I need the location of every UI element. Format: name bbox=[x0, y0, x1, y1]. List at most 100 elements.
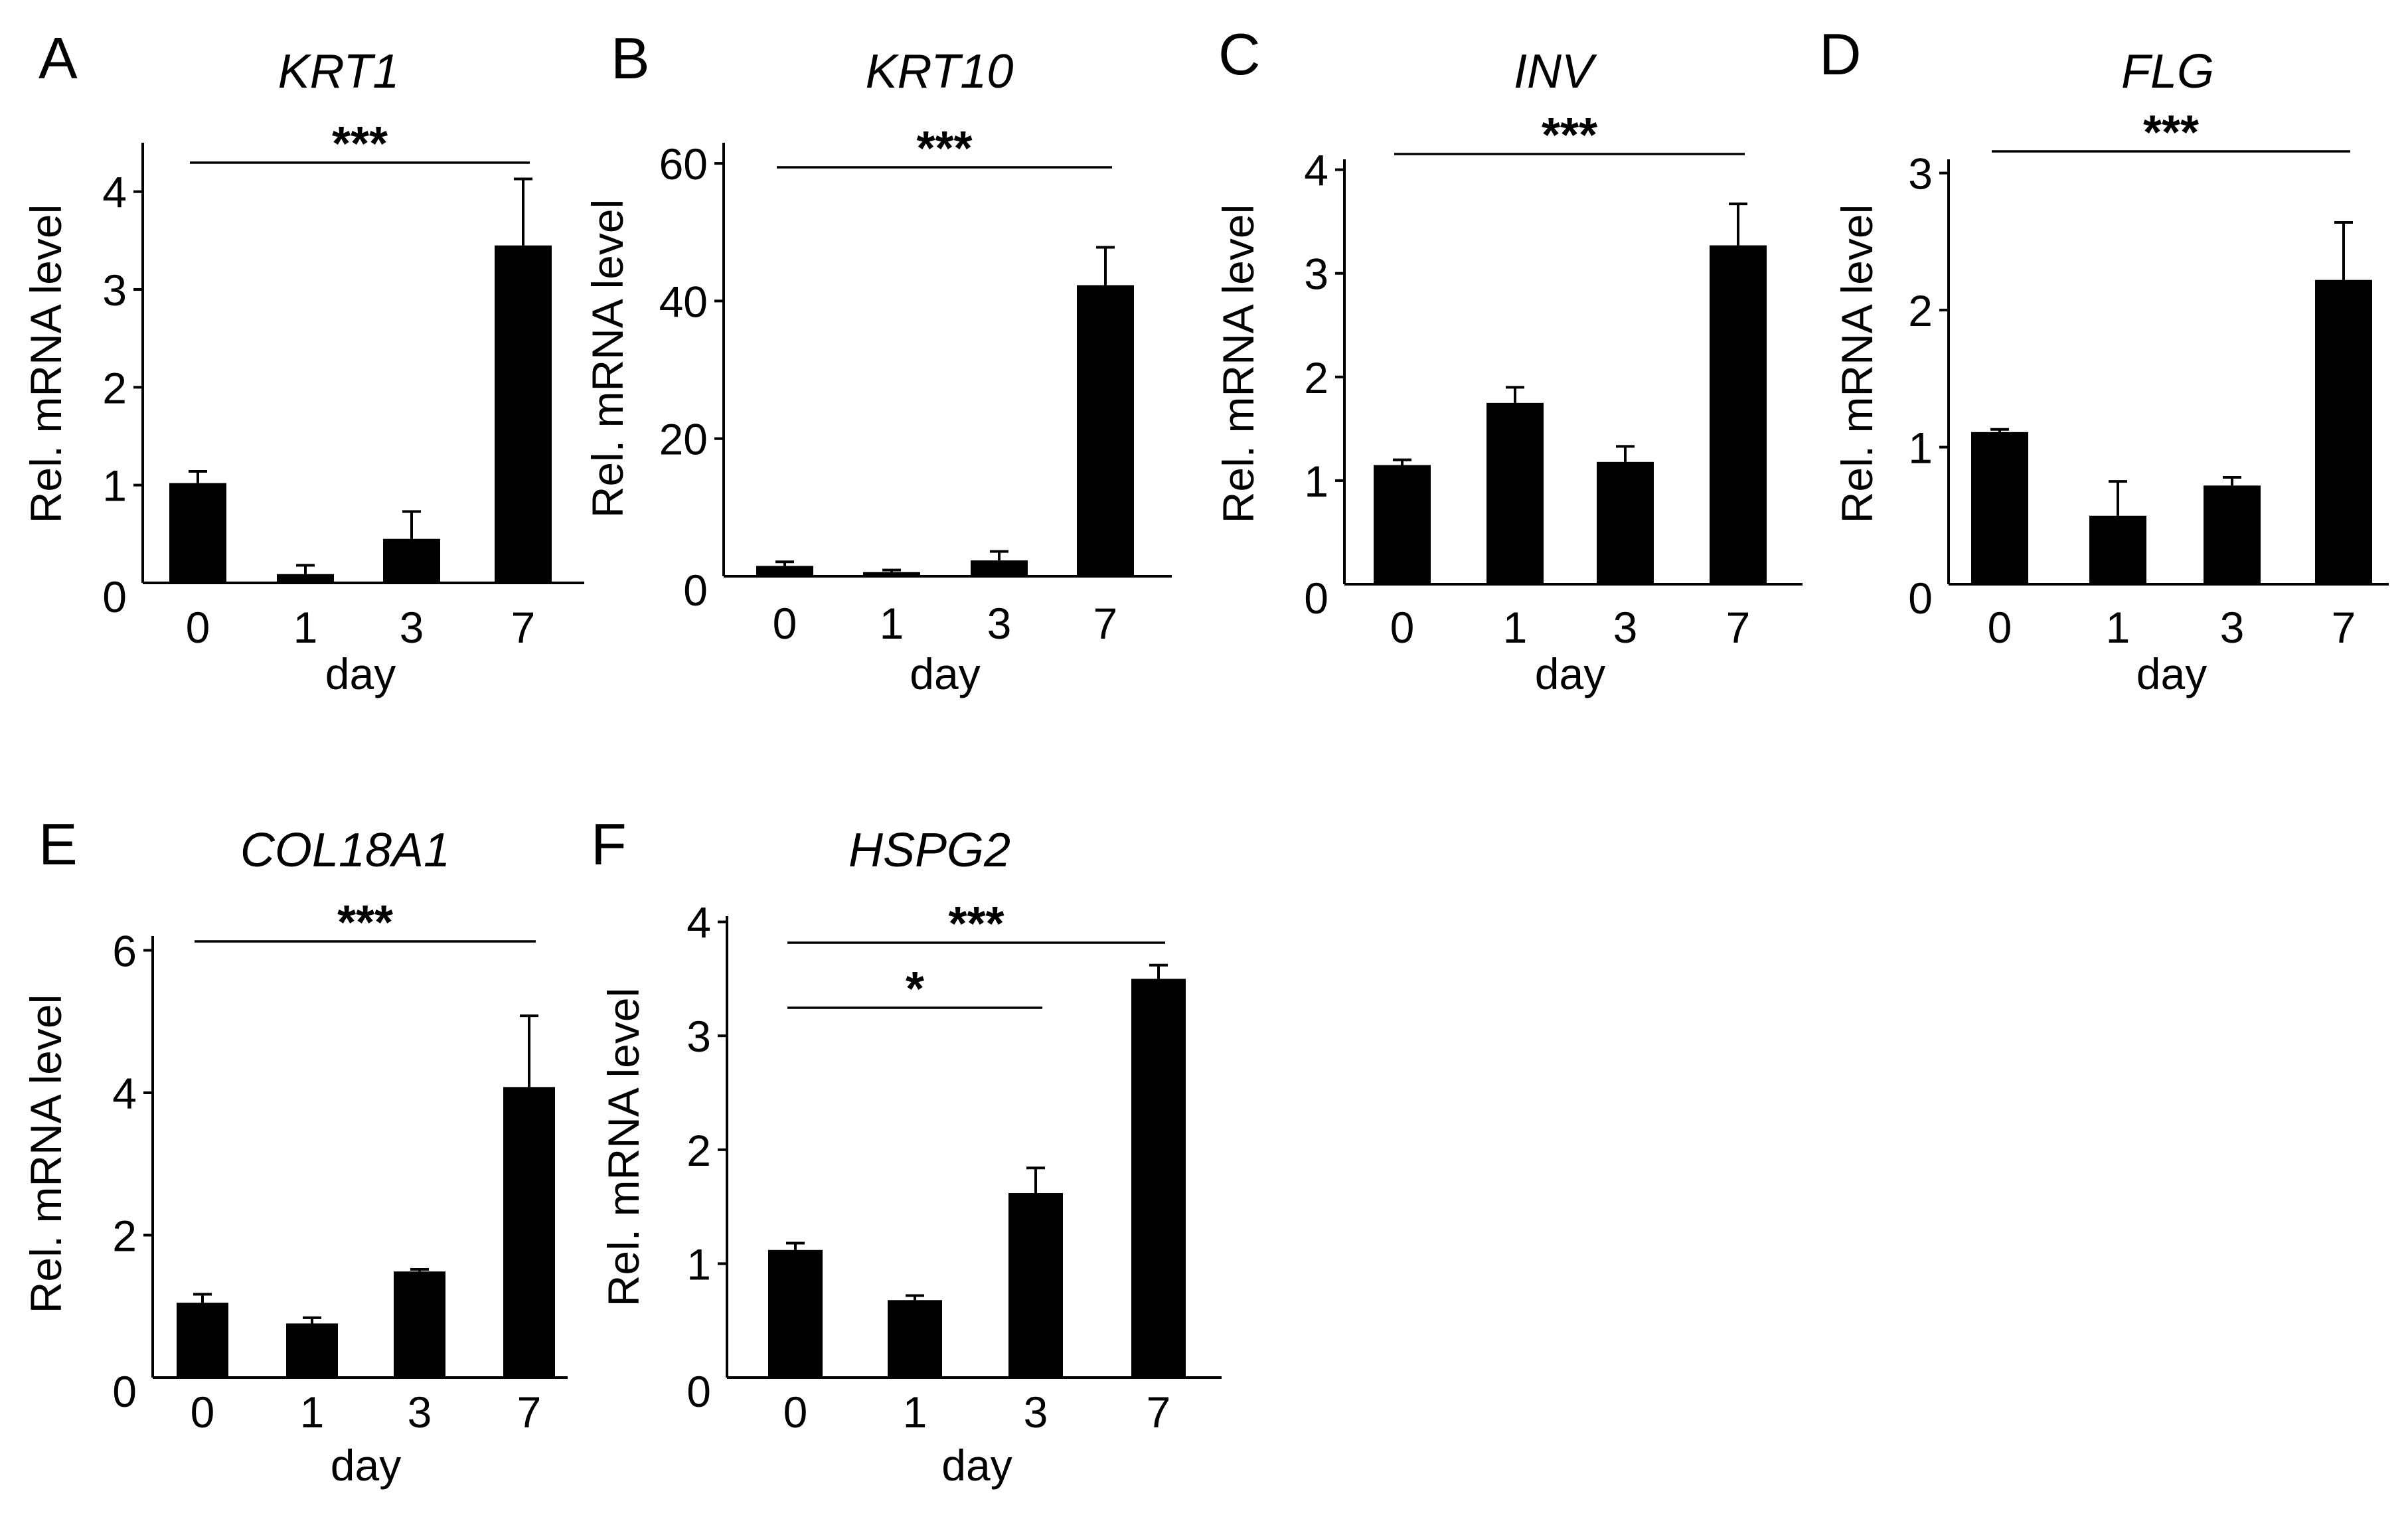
x-tick-label: 7 bbox=[1147, 1388, 1171, 1437]
x-tick-label: 7 bbox=[1093, 599, 1118, 648]
chart-title: COL18A1 bbox=[240, 824, 450, 877]
x-tick-label: 3 bbox=[987, 599, 1012, 648]
y-tick-label: 2 bbox=[1304, 353, 1328, 402]
x-tick-label: 1 bbox=[300, 1388, 325, 1437]
significance-label: * bbox=[906, 963, 924, 1016]
panel-letter-D: D bbox=[1819, 21, 1862, 87]
y-tick-label: 0 bbox=[1304, 574, 1328, 623]
y-axis-label: Rel. mRNA level bbox=[1214, 204, 1263, 523]
bar-day-3 bbox=[383, 538, 440, 583]
x-axis-label: day bbox=[1535, 649, 1605, 698]
y-axis-label: Rel. mRNA level bbox=[599, 988, 648, 1307]
y-tick-label: 0 bbox=[1908, 574, 1933, 623]
bar-day-3 bbox=[1597, 461, 1654, 584]
chart-title: HSPG2 bbox=[848, 824, 1010, 877]
bar-day-3 bbox=[1008, 1193, 1063, 1378]
chart-title: KRT10 bbox=[866, 45, 1014, 98]
y-tick-label: 3 bbox=[1304, 250, 1328, 299]
y-tick-label: 3 bbox=[1908, 149, 1933, 199]
y-tick-label: 4 bbox=[1304, 146, 1328, 195]
bar-day-7 bbox=[503, 1087, 555, 1378]
significance-label: *** bbox=[337, 896, 393, 949]
x-tick-label: 3 bbox=[2220, 603, 2245, 652]
significance-label: *** bbox=[1542, 109, 1597, 162]
x-tick-label: 0 bbox=[186, 603, 210, 652]
y-tick-label: 1 bbox=[102, 461, 127, 511]
y-tick-label: 0 bbox=[683, 566, 708, 615]
bar-day-0 bbox=[756, 566, 813, 576]
bar-day-7 bbox=[1710, 245, 1767, 584]
panel-letter-C: C bbox=[1218, 21, 1261, 87]
y-axis-label: Rel. mRNA level bbox=[583, 199, 632, 518]
bar-day-3 bbox=[394, 1271, 445, 1378]
bar-day-1 bbox=[1486, 402, 1544, 584]
x-tick-label: 7 bbox=[2332, 603, 2356, 652]
y-tick-label: 2 bbox=[102, 363, 127, 412]
y-tick-label: 1 bbox=[1304, 457, 1328, 506]
y-tick-label: 0 bbox=[686, 1367, 711, 1416]
y-tick-label: 2 bbox=[686, 1126, 711, 1175]
x-tick-label: 7 bbox=[517, 1388, 542, 1437]
x-tick-label: 7 bbox=[1726, 603, 1751, 652]
x-tick-label: 0 bbox=[191, 1388, 215, 1437]
y-axis-label: Rel. mRNA level bbox=[21, 204, 70, 523]
y-tick-label: 2 bbox=[1908, 286, 1933, 335]
x-tick-label: 0 bbox=[1390, 603, 1415, 652]
bar-day-0 bbox=[169, 483, 226, 583]
y-tick-label: 1 bbox=[1908, 424, 1933, 473]
bar-day-7 bbox=[1131, 979, 1186, 1378]
x-tick-label: 0 bbox=[783, 1388, 808, 1437]
x-tick-label: 1 bbox=[903, 1388, 927, 1437]
x-tick-label: 7 bbox=[511, 603, 536, 652]
x-tick-label: 1 bbox=[2106, 603, 2130, 652]
bar-day-1 bbox=[286, 1323, 338, 1378]
bar-day-3 bbox=[971, 560, 1028, 576]
y-tick-label: 4 bbox=[112, 1069, 137, 1118]
x-tick-label: 1 bbox=[1503, 603, 1528, 652]
x-tick-label: 0 bbox=[773, 599, 797, 648]
x-tick-label: 3 bbox=[1613, 603, 1638, 652]
significance-label: *** bbox=[948, 898, 1004, 951]
bar-day-0 bbox=[177, 1303, 228, 1378]
y-tick-label: 4 bbox=[686, 898, 711, 947]
bar-day-0 bbox=[768, 1249, 823, 1378]
y-tick-label: 0 bbox=[102, 572, 127, 621]
y-axis-label: Rel. mRNA level bbox=[21, 995, 70, 1313]
y-tick-label: 0 bbox=[112, 1367, 137, 1416]
x-tick-label: 3 bbox=[1024, 1388, 1048, 1437]
bar-day-1 bbox=[888, 1300, 942, 1378]
x-tick-label: 3 bbox=[408, 1388, 432, 1437]
bar-day-1 bbox=[2089, 515, 2146, 584]
bar-day-7 bbox=[495, 245, 552, 583]
chart-title: INV bbox=[1514, 45, 1597, 98]
chart-title: KRT1 bbox=[278, 45, 400, 98]
panel-letter-F: F bbox=[591, 811, 627, 877]
panel-letter-A: A bbox=[39, 25, 78, 91]
significance-label: *** bbox=[332, 118, 388, 171]
significance-label: *** bbox=[916, 122, 972, 175]
x-tick-label: 0 bbox=[1988, 603, 2012, 652]
x-axis-label: day bbox=[941, 1441, 1012, 1490]
y-tick-label: 1 bbox=[686, 1239, 711, 1289]
x-axis-label: day bbox=[2136, 649, 2207, 698]
x-tick-label: 3 bbox=[400, 603, 424, 652]
y-tick-label: 4 bbox=[102, 168, 127, 217]
bar-day-7 bbox=[2315, 279, 2372, 584]
x-axis-label: day bbox=[325, 649, 396, 698]
y-tick-label: 2 bbox=[112, 1211, 137, 1260]
y-tick-label: 20 bbox=[659, 415, 708, 464]
bar-day-7 bbox=[1077, 285, 1134, 576]
bar-day-1 bbox=[277, 574, 334, 583]
panel-letter-E: E bbox=[39, 811, 78, 877]
bar-day-0 bbox=[1971, 432, 2028, 584]
y-tick-label: 3 bbox=[686, 1012, 711, 1061]
y-tick-label: 60 bbox=[659, 139, 708, 189]
x-tick-label: 1 bbox=[293, 603, 318, 652]
y-tick-label: 40 bbox=[659, 277, 708, 326]
significance-label: *** bbox=[2143, 106, 2199, 159]
bar-day-0 bbox=[1374, 465, 1431, 584]
y-tick-label: 3 bbox=[102, 266, 127, 315]
bar-day-3 bbox=[2204, 485, 2261, 584]
y-tick-label: 6 bbox=[112, 926, 137, 975]
